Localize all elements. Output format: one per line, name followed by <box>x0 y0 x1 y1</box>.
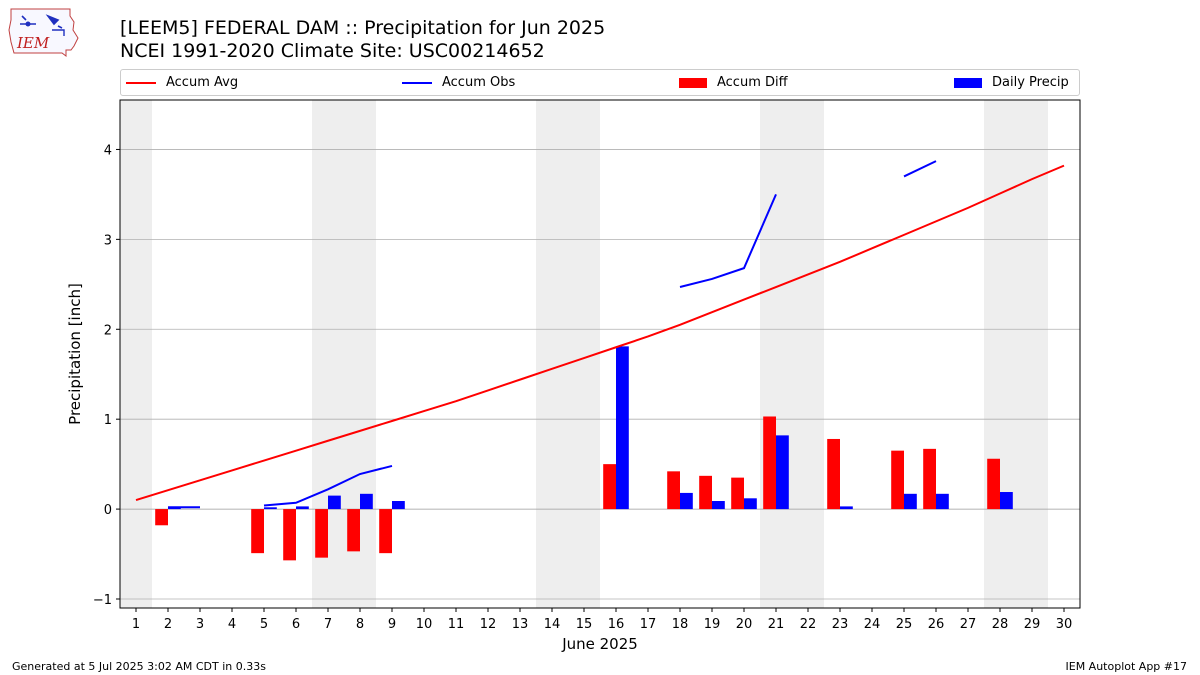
legend-label-accum-obs: Accum Obs <box>442 75 516 90</box>
x-tick-label: 26 <box>928 617 945 632</box>
x-tick-label: 5 <box>260 617 268 632</box>
accum-diff-bar-5 <box>251 509 264 554</box>
y-tick-label: 1 <box>104 413 112 428</box>
chart-subtitle: NCEI 1991-2020 Climate Site: USC00214652 <box>120 40 545 62</box>
accum-obs-line-segment-3 <box>679 194 777 288</box>
daily-precip-bar-20 <box>744 498 757 510</box>
y-tick-label: 0 <box>104 503 112 518</box>
accum-diff-bar-23 <box>827 438 840 510</box>
daily-precip-bar-7 <box>328 495 341 510</box>
accum-diff-bar-25 <box>891 450 904 510</box>
logo-text: IEM <box>16 34 50 52</box>
accum-diff-bar-6 <box>283 509 296 561</box>
y-tick-label: −1 <box>93 593 112 608</box>
x-tick-label: 22 <box>800 617 817 632</box>
accum-diff-bar-2 <box>155 509 168 526</box>
x-tick-label: 1 <box>132 617 140 632</box>
y-tick-label: 3 <box>104 233 112 248</box>
daily-precip-bar-25 <box>904 493 917 510</box>
x-tick-label: 21 <box>768 617 785 632</box>
accum-diff-bar-9 <box>379 509 392 554</box>
x-tick-label: 3 <box>196 617 204 632</box>
daily-precip-bar-21 <box>776 435 789 510</box>
x-tick-label: 2 <box>164 617 172 632</box>
weekend-band-4 <box>760 100 824 608</box>
weekend-band-1 <box>120 100 152 608</box>
x-tick-label: 16 <box>608 617 625 632</box>
accum-avg-line <box>135 164 1065 502</box>
weekend-band-5 <box>984 100 1048 608</box>
legend-swatch-accum-diff <box>679 77 707 88</box>
legend-item-daily-precip: Daily Precip <box>954 70 1069 95</box>
x-tick-label: 27 <box>960 617 977 632</box>
x-tick-label: 30 <box>1056 617 1073 632</box>
legend-label-accum-diff: Accum Diff <box>717 75 788 90</box>
legend-label-daily-precip: Daily Precip <box>992 75 1069 90</box>
accum-diff-bar-16 <box>603 464 616 510</box>
x-tick-label: 10 <box>416 617 433 632</box>
legend-swatch-daily-precip <box>954 77 982 88</box>
legend-item-accum-obs: Accum Obs <box>402 70 515 95</box>
legend-swatch-accum-avg <box>126 81 156 84</box>
accum-diff-bar-26 <box>923 448 936 510</box>
daily-precip-bar-26 <box>936 493 949 510</box>
x-tick-label: 12 <box>480 617 497 632</box>
accum-diff-bar-19 <box>699 475 712 510</box>
daily-precip-bar-9 <box>392 501 405 510</box>
x-tick-label: 24 <box>864 617 881 632</box>
legend: Accum Avg Accum Obs Accum Diff Daily Pre… <box>120 69 1080 96</box>
chart-title: [LEEM5] FEDERAL DAM :: Precipitation for… <box>120 17 606 39</box>
legend-label-accum-avg: Accum Avg <box>166 75 239 90</box>
x-tick-label: 17 <box>640 617 657 632</box>
accum-obs-line-segment-4 <box>903 160 937 178</box>
accum-diff-bar-21 <box>763 416 776 510</box>
accum-diff-bar-28 <box>987 458 1000 510</box>
y-tick-label: 4 <box>104 143 112 158</box>
x-tick-label: 20 <box>736 617 753 632</box>
x-tick-label: 15 <box>576 617 593 632</box>
x-tick-label: 18 <box>672 617 689 632</box>
accum-diff-bar-8 <box>347 509 360 552</box>
x-tick-label: 7 <box>324 617 332 632</box>
x-tick-label: 28 <box>992 617 1009 632</box>
accum-diff-bar-20 <box>731 477 744 510</box>
accum-obs-line-segment-2 <box>263 464 393 507</box>
daily-precip-bar-5 <box>264 507 277 510</box>
x-tick-label: 19 <box>704 617 721 632</box>
legend-item-accum-avg: Accum Avg <box>126 70 238 95</box>
x-tick-label: 4 <box>228 617 236 632</box>
x-tick-label: 23 <box>832 617 849 632</box>
x-tick-label: 8 <box>356 617 364 632</box>
axes-frame <box>119 99 1081 609</box>
daily-precip-bar-16 <box>616 346 629 510</box>
daily-precip-bar-23 <box>840 506 853 510</box>
daily-precip-bar-8 <box>360 493 373 510</box>
x-tick-label: 6 <box>292 617 300 632</box>
accum-diff-bar-7 <box>315 509 328 558</box>
y-axis-label: Precipitation [inch] <box>66 283 84 425</box>
legend-swatch-accum-obs <box>402 81 432 84</box>
x-tick-label: 11 <box>448 617 465 632</box>
daily-precip-bar-28 <box>1000 492 1013 510</box>
weekend-band-3 <box>536 100 600 608</box>
daily-precip-bar-6 <box>296 506 309 510</box>
daily-precip-bar-19 <box>712 501 725 510</box>
x-tick-label: 25 <box>896 617 913 632</box>
x-tick-label: 13 <box>512 617 529 632</box>
x-tick-label: 14 <box>544 617 561 632</box>
y-tick-label: 2 <box>104 323 112 338</box>
accum-diff-bar-18 <box>667 471 680 510</box>
footer-app: IEM Autoplot App #17 <box>1065 660 1188 673</box>
x-tick-label: 29 <box>1024 617 1041 632</box>
daily-precip-bar-18 <box>680 492 693 510</box>
iem-logo: IEM <box>8 8 79 57</box>
x-axis-label: June 2025 <box>561 635 638 653</box>
footer-generated: Generated at 5 Jul 2025 3:02 AM CDT in 0… <box>12 660 266 673</box>
legend-item-accum-diff: Accum Diff <box>679 70 788 95</box>
x-tick-label: 9 <box>388 617 396 632</box>
